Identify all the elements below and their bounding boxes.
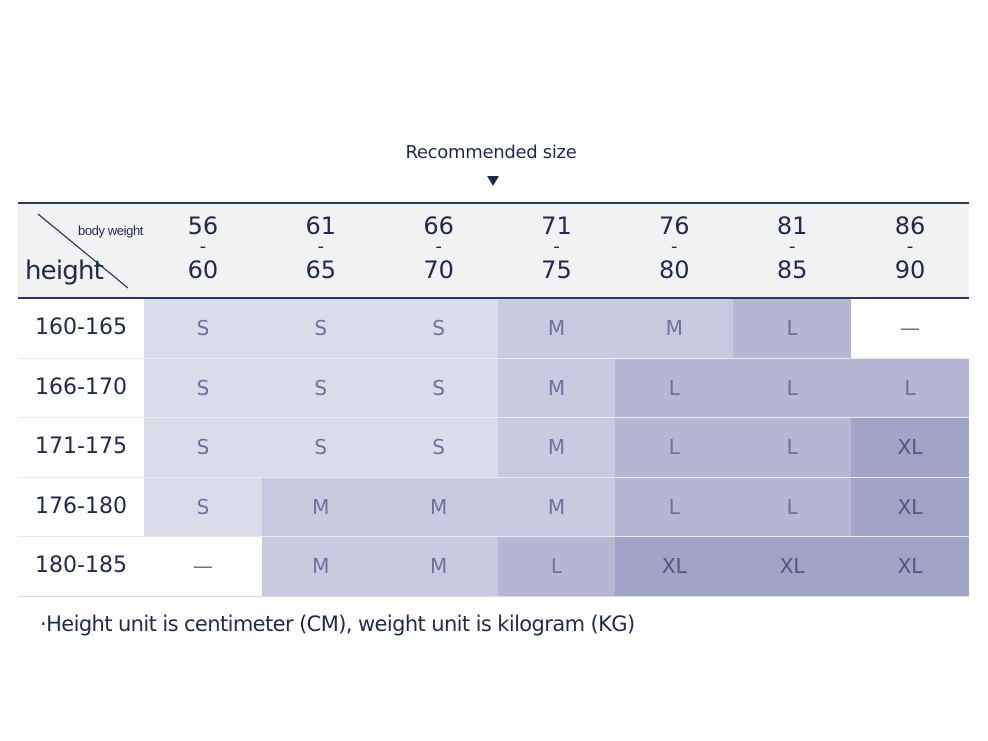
weight-low: 56: [187, 212, 219, 240]
size-cell: L: [733, 299, 852, 358]
height-range-label: 180-185: [18, 537, 144, 596]
height-label: height: [25, 256, 104, 286]
size-cell: L: [733, 358, 852, 418]
table-row: 180-185— M M L XL XL XL: [18, 537, 969, 597]
table-row: 176-180 S M M M L L XL: [18, 477, 969, 538]
table-body: 160-165 S S S M M L —166-170 S S S M L L L 171-175 S S S M L…: [18, 299, 969, 597]
weight-high: 80: [659, 256, 690, 284]
size-cell: M: [497, 299, 616, 358]
weight-header-86-90: 86-90: [851, 204, 969, 297]
size-cell: S: [144, 418, 262, 477]
unit-note: ·Height unit is centimeter (CM), weight …: [40, 612, 635, 636]
size-cell: S: [144, 358, 262, 418]
weight-high: 65: [305, 256, 337, 284]
weight-separator: -: [788, 236, 796, 257]
table-row: 166-170 S S S M L L L: [18, 358, 969, 419]
size-cell: M: [261, 537, 380, 596]
weight-header-81-85: 81-85: [733, 204, 851, 297]
weight-header-66-70: 66-70: [380, 204, 498, 297]
size-cell: M: [379, 477, 498, 537]
size-cell: S: [379, 299, 498, 358]
size-cell: S: [261, 299, 380, 358]
body-weight-label: body weight: [78, 223, 143, 238]
size-cell: XL: [851, 418, 969, 477]
size-cell: S: [261, 358, 380, 418]
weight-separator: -: [435, 236, 442, 257]
size-cell: S: [379, 418, 498, 477]
size-cell: M: [379, 537, 498, 596]
table-row: 171-175 S S S M L L XL: [18, 418, 969, 478]
size-cell: M: [497, 477, 616, 537]
weight-separator: -: [906, 236, 914, 257]
weight-headers: 56-60 61-65 66-70 71-75 76-80 81-85 86-90: [144, 204, 969, 297]
size-cell: L: [497, 537, 616, 596]
size-cell: —: [144, 537, 262, 596]
table-row: 160-165 S S S M M L —: [18, 299, 969, 359]
table-header: body weight height 56-60 61-65 66-70 71-75 7…: [18, 202, 969, 299]
size-cell: XL: [615, 537, 734, 596]
size-cell: M: [261, 477, 380, 537]
weight-low: 61: [305, 212, 337, 240]
size-cell: L: [615, 418, 734, 477]
size-cell: M: [615, 299, 734, 358]
weight-low: 66: [423, 212, 454, 240]
weight-low: 81: [776, 212, 808, 240]
weight-separator: -: [671, 236, 678, 257]
height-range-label: 160-165: [18, 299, 144, 358]
weight-separator: -: [199, 236, 207, 257]
weight-high: 90: [894, 256, 926, 284]
size-cell: L: [615, 477, 734, 537]
weight-high: 75: [541, 256, 572, 284]
weight-high: 70: [423, 256, 454, 284]
size-cell: XL: [733, 537, 852, 596]
height-range-label: 171-175: [18, 418, 144, 477]
size-chart-table: body weight height 56-60 61-65 66-70 71-75 7…: [18, 202, 969, 597]
page-title: Recommended size: [405, 142, 577, 163]
size-cell: S: [144, 477, 262, 537]
size-cell: S: [261, 418, 380, 477]
size-cell: M: [497, 358, 616, 418]
size-cell: L: [615, 358, 734, 418]
weight-low: 76: [659, 212, 690, 240]
weight-header-56-60: 56-60: [144, 204, 262, 297]
corner-header: body weight height: [18, 204, 144, 297]
weight-low: 86: [894, 212, 926, 240]
weight-low: 71: [541, 212, 572, 240]
diagonal-divider-icon: [37, 213, 129, 289]
size-cell: —: [851, 299, 969, 358]
weight-header-76-80: 76-80: [615, 204, 733, 297]
size-cell: L: [851, 358, 969, 418]
height-range-label: 166-170: [18, 358, 144, 418]
weight-high: 85: [776, 256, 808, 284]
size-cell: XL: [851, 537, 969, 596]
size-cell: S: [379, 358, 498, 418]
down-arrow-icon: [487, 176, 499, 186]
size-cell: L: [733, 477, 852, 537]
height-range-label: 176-180: [18, 477, 144, 537]
weight-header-61-65: 61-65: [262, 204, 380, 297]
size-cell: L: [733, 418, 852, 477]
size-cell: M: [497, 418, 616, 477]
size-cell: XL: [851, 477, 969, 537]
size-cell: S: [144, 299, 262, 358]
weight-separator: -: [317, 236, 325, 257]
weight-separator: -: [553, 236, 560, 257]
weight-high: 60: [187, 256, 219, 284]
weight-header-71-75: 71-75: [498, 204, 616, 297]
